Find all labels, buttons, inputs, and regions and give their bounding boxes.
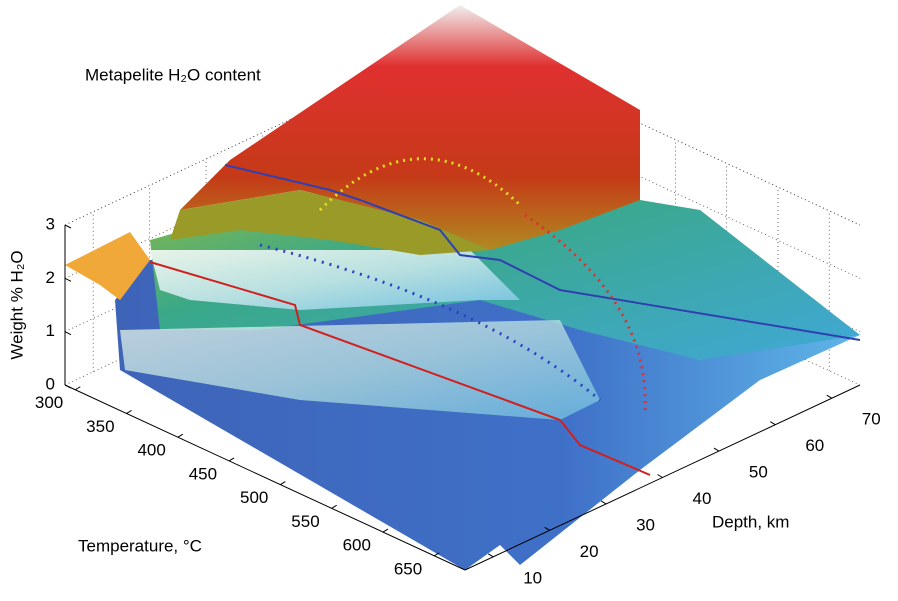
y-tick-label: 70 bbox=[862, 410, 881, 429]
z-tick-label: 3 bbox=[46, 214, 55, 233]
z-tick-label: 0 bbox=[46, 374, 55, 393]
x-tick bbox=[280, 482, 285, 485]
x-tick-label: 400 bbox=[137, 441, 165, 460]
y-tick bbox=[488, 554, 493, 557]
x-tick bbox=[332, 505, 337, 508]
x-tick-label: 350 bbox=[86, 417, 114, 436]
y-tick bbox=[658, 475, 663, 478]
x-tick bbox=[178, 434, 183, 437]
y-tick bbox=[770, 422, 775, 425]
y-tick-label: 50 bbox=[749, 463, 768, 482]
chart: 300 350 400 450 500 550 600 650 10 20 30 40 50 60 70 0 1… bbox=[0, 0, 898, 601]
y-tick bbox=[601, 501, 606, 504]
x-tick bbox=[75, 387, 80, 390]
y-tick bbox=[827, 395, 832, 398]
x-tick-label: 600 bbox=[343, 536, 371, 555]
surface bbox=[65, 5, 860, 570]
y-tick-label: 40 bbox=[693, 489, 712, 508]
y-tick-label: 60 bbox=[805, 436, 824, 455]
y-axis-label: Depth, km bbox=[712, 512, 789, 531]
z-tick-label: 1 bbox=[46, 321, 55, 340]
z-tick bbox=[65, 385, 71, 388]
z-tick bbox=[65, 225, 71, 228]
y-tick-label: 30 bbox=[636, 515, 655, 534]
x-tick bbox=[127, 410, 132, 413]
x-tick-label: 500 bbox=[240, 488, 268, 507]
x-tick bbox=[229, 458, 234, 461]
x-tick-label: 300 bbox=[35, 393, 63, 412]
x-tick-label: 450 bbox=[189, 464, 217, 483]
y-tick-label: 10 bbox=[523, 568, 542, 587]
y-tick-label: 20 bbox=[580, 542, 599, 561]
z-tick bbox=[65, 278, 71, 281]
x-tick-label: 550 bbox=[291, 512, 319, 531]
x-tick-label: 650 bbox=[394, 559, 422, 578]
z-tick bbox=[65, 332, 71, 335]
y-tick bbox=[714, 448, 719, 451]
chart-title: Metapelite H₂O content bbox=[85, 65, 261, 84]
z-tick-label: 2 bbox=[46, 268, 55, 287]
x-axis-label: Temperature, °C bbox=[78, 536, 202, 555]
x-tick bbox=[383, 529, 388, 532]
z-axis-label: Weight % H₂O bbox=[7, 250, 26, 359]
